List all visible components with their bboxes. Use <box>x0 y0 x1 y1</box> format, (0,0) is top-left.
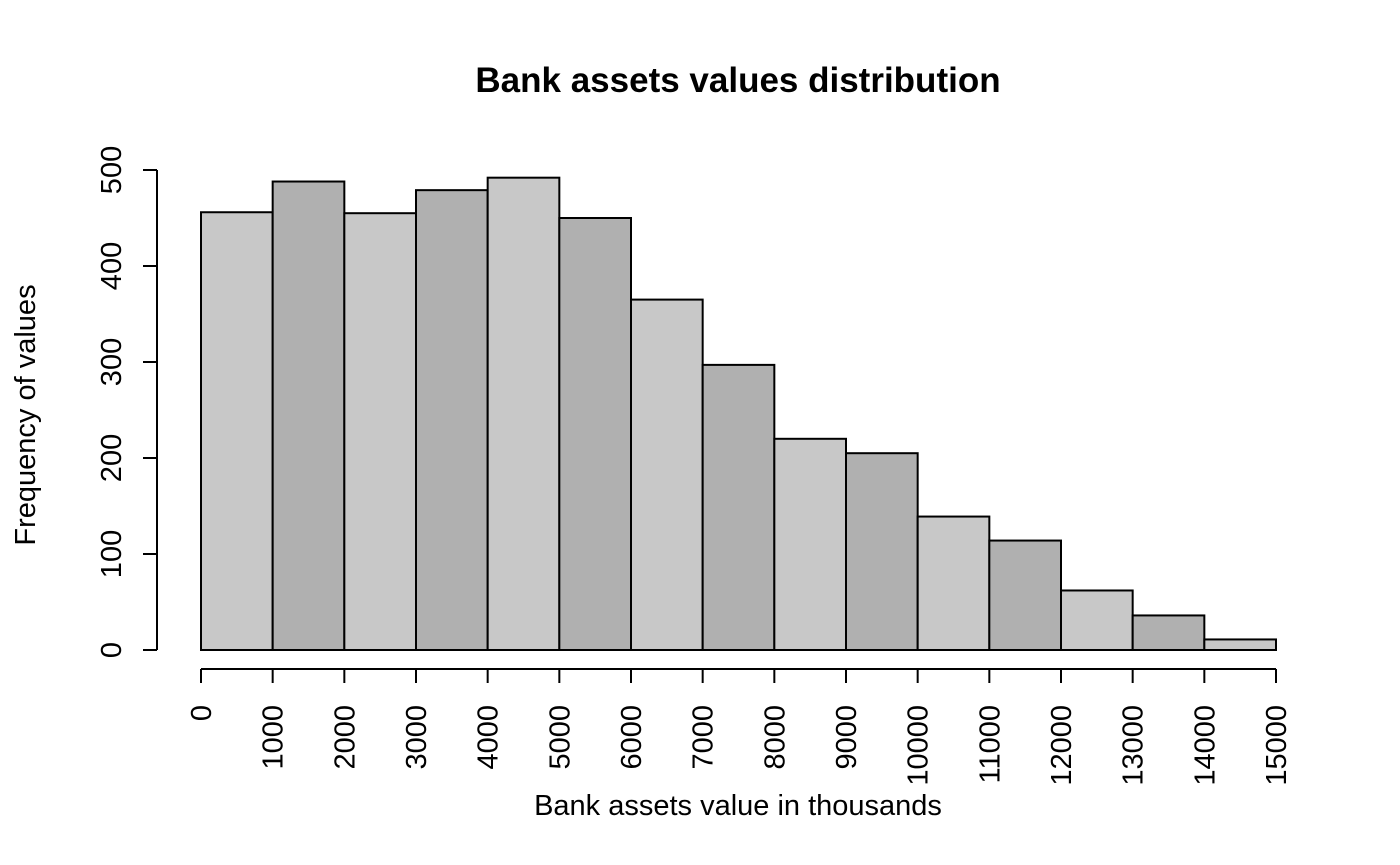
x-tick-label-3: 3000 <box>401 705 433 770</box>
bars-group <box>200 176 1278 652</box>
histogram-bar-2 <box>343 212 418 651</box>
histogram-bar-4 <box>486 176 561 651</box>
x-tick-label-0: 0 <box>186 705 218 721</box>
x-tick-label-6: 6000 <box>616 705 648 770</box>
x-tick-label-5: 5000 <box>544 705 576 770</box>
histogram-bar-10 <box>916 515 991 651</box>
y-axis: 0 100 200 300 400 500 <box>96 146 158 658</box>
histogram-bar-0 <box>200 211 274 652</box>
histogram-bar-9 <box>845 452 919 652</box>
chart-title: Bank assets values distribution <box>475 61 1000 100</box>
y-tick-label-5: 500 <box>96 146 128 194</box>
x-tick-label-4: 4000 <box>473 705 505 770</box>
y-axis-label: Frequency of values <box>10 284 42 545</box>
x-tick-label-2: 2000 <box>329 705 361 770</box>
x-axis-label: Bank assets value in thousands <box>534 790 942 822</box>
x-tick-label-7: 7000 <box>688 705 720 770</box>
x-axis: 0 1000 2000 3000 4000 5000 6000 7000 8000 9000 100… <box>186 668 1293 786</box>
x-tick-label-8: 8000 <box>759 705 791 770</box>
x-tick-label-10: 10000 <box>903 705 935 786</box>
x-tick-label-12: 12000 <box>1046 705 1078 786</box>
histogram-bar-6 <box>630 298 704 651</box>
histogram-bar-1 <box>271 180 346 652</box>
y-tick-label-1: 100 <box>96 530 128 578</box>
y-tick-label-0: 0 <box>96 642 128 658</box>
histogram-bar-8 <box>773 437 847 651</box>
x-tick-label-14: 14000 <box>1189 705 1221 786</box>
x-tick-label-9: 9000 <box>831 705 863 770</box>
histogram-bar-7 <box>701 363 776 651</box>
x-tick-label-15: 15000 <box>1261 705 1293 786</box>
y-tick-label-2: 200 <box>96 434 128 482</box>
y-tick-label-3: 300 <box>96 338 128 386</box>
histogram-bar-11 <box>988 539 1062 651</box>
x-tick-label-13: 13000 <box>1118 705 1150 786</box>
histogram-bar-13 <box>1131 614 1206 652</box>
x-tick-label-1: 1000 <box>258 705 290 770</box>
y-tick-label-4: 400 <box>96 242 128 290</box>
histogram-bar-14 <box>1203 638 1278 652</box>
x-tick-label-11: 11000 <box>974 705 1006 784</box>
histogram-bar-12 <box>1060 589 1134 651</box>
histogram-bar-5 <box>558 217 632 651</box>
histogram-bar-3 <box>415 189 489 651</box>
